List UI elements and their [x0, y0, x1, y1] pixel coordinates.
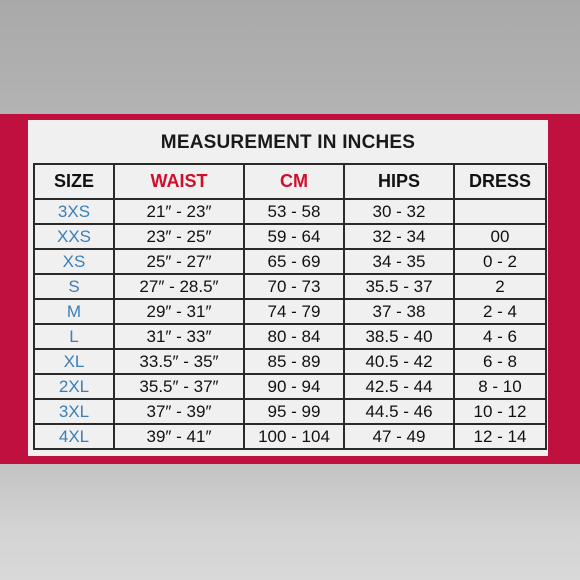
- hips-cell: 38.5 - 40: [343, 323, 455, 350]
- cm-cell: 53 - 58: [243, 198, 345, 225]
- dress-cell: 0 - 2: [453, 248, 547, 275]
- chart-title: MEASUREMENT IN INCHES: [160, 132, 416, 153]
- size-chart-card: MEASUREMENT IN INCHES SIZE WAIST CM HIPS…: [28, 120, 548, 456]
- cm-cell: 70 - 73: [243, 273, 345, 300]
- hips-cell: 47 - 49: [343, 423, 455, 450]
- dress-cell: 8 - 10: [453, 373, 547, 400]
- cm-cell: 80 - 84: [243, 323, 345, 350]
- header-size: SIZE: [33, 163, 115, 200]
- header-cm: CM: [243, 163, 345, 200]
- waist-cell: 21″ - 23″: [113, 198, 245, 225]
- header-waist: WAIST: [113, 163, 245, 200]
- dress-cell: [453, 198, 547, 225]
- dress-cell: 10 - 12: [453, 398, 547, 425]
- waist-cell: 25″ - 27″: [113, 248, 245, 275]
- size-cell: XL: [33, 348, 115, 375]
- waist-cell: 29″ - 31″: [113, 298, 245, 325]
- cm-cell: 85 - 89: [243, 348, 345, 375]
- table-row: 3XS 21″ - 23″ 53 - 58 30 - 32: [33, 198, 547, 225]
- dress-cell: 12 - 14: [453, 423, 547, 450]
- hips-cell: 44.5 - 46: [343, 398, 455, 425]
- cm-cell: 65 - 69: [243, 248, 345, 275]
- cm-cell: 100 - 104: [243, 423, 345, 450]
- header-dress: DRESS: [453, 163, 547, 200]
- waist-cell: 23″ - 25″: [113, 223, 245, 250]
- size-cell: L: [33, 323, 115, 350]
- header-hips: HIPS: [343, 163, 455, 200]
- size-cell: 3XL: [33, 398, 115, 425]
- table-row: S 27″ - 28.5″ 70 - 73 35.5 - 37 2: [33, 273, 547, 300]
- dress-cell: 2: [453, 273, 547, 300]
- cm-cell: 59 - 64: [243, 223, 345, 250]
- dress-cell: 6 - 8: [453, 348, 547, 375]
- size-cell: S: [33, 273, 115, 300]
- table-row: XXS 23″ - 25″ 59 - 64 32 - 34 00: [33, 223, 547, 250]
- dress-cell: 2 - 4: [453, 298, 547, 325]
- size-chart-table: SIZE WAIST CM HIPS DRESS 3XS 21″ - 23″ 5…: [33, 163, 547, 450]
- size-cell: M: [33, 298, 115, 325]
- size-cell: XS: [33, 248, 115, 275]
- table-row: 3XL 37″ - 39″ 95 - 99 44.5 - 46 10 - 12: [33, 398, 547, 425]
- dress-cell: 00: [453, 223, 547, 250]
- table-row: L 31″ - 33″ 80 - 84 38.5 - 40 4 - 6: [33, 323, 547, 350]
- size-cell: XXS: [33, 223, 115, 250]
- hips-cell: 35.5 - 37: [343, 273, 455, 300]
- hips-cell: 37 - 38: [343, 298, 455, 325]
- table-row: XL 33.5″ - 35″ 85 - 89 40.5 - 42 6 - 8: [33, 348, 547, 375]
- table-row: 4XL 39″ - 41″ 100 - 104 47 - 49 12 - 14: [33, 423, 547, 450]
- size-cell: 3XS: [33, 198, 115, 225]
- hips-cell: 34 - 35: [343, 248, 455, 275]
- cm-cell: 74 - 79: [243, 298, 345, 325]
- table-row: 2XL 35.5″ - 37″ 90 - 94 42.5 - 44 8 - 10: [33, 373, 547, 400]
- table-row: XS 25″ - 27″ 65 - 69 34 - 35 0 - 2: [33, 248, 547, 275]
- dress-cell: 4 - 6: [453, 323, 547, 350]
- waist-cell: 27″ - 28.5″: [113, 273, 245, 300]
- size-cell: 2XL: [33, 373, 115, 400]
- background-bottom: [0, 462, 580, 580]
- hips-cell: 40.5 - 42: [343, 348, 455, 375]
- waist-cell: 33.5″ - 35″: [113, 348, 245, 375]
- waist-cell: 37″ - 39″: [113, 398, 245, 425]
- size-cell: 4XL: [33, 423, 115, 450]
- table-row: M 29″ - 31″ 74 - 79 37 - 38 2 - 4: [33, 298, 547, 325]
- hips-cell: 30 - 32: [343, 198, 455, 225]
- cm-cell: 95 - 99: [243, 398, 345, 425]
- header-row: SIZE WAIST CM HIPS DRESS: [33, 163, 547, 200]
- cm-cell: 90 - 94: [243, 373, 345, 400]
- waist-cell: 39″ - 41″: [113, 423, 245, 450]
- hips-cell: 42.5 - 44: [343, 373, 455, 400]
- waist-cell: 35.5″ - 37″: [113, 373, 245, 400]
- hips-cell: 32 - 34: [343, 223, 455, 250]
- waist-cell: 31″ - 33″: [113, 323, 245, 350]
